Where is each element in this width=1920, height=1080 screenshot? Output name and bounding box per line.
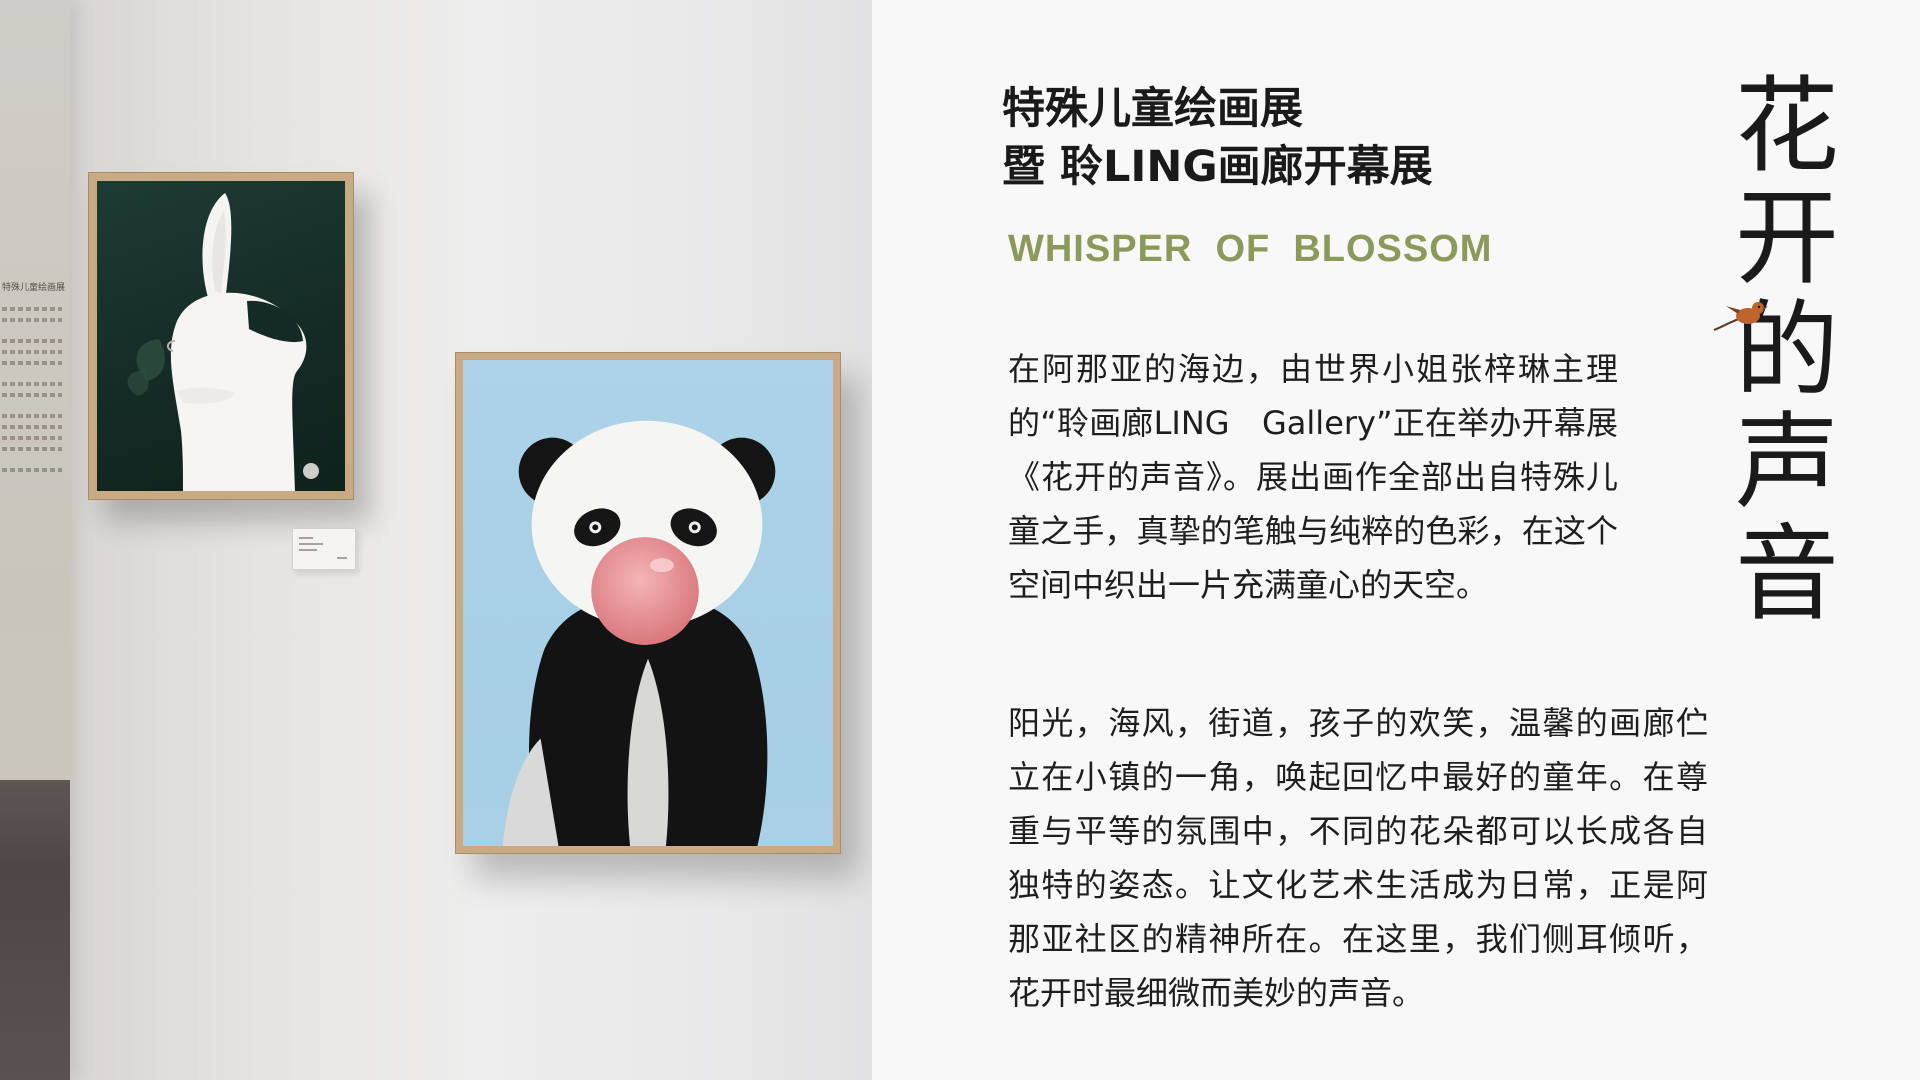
rabbit-painting bbox=[97, 181, 345, 491]
vertical-title-char: 音 bbox=[1734, 513, 1839, 635]
vertical-title-char: 花 bbox=[1734, 65, 1839, 187]
panda-painting-frame bbox=[455, 352, 841, 854]
panda-painting bbox=[463, 360, 833, 846]
bird-icon bbox=[1713, 302, 1768, 331]
wall-intro-text: 特殊儿童绘画展 bbox=[0, 280, 68, 472]
dark-baseboard bbox=[0, 780, 70, 1080]
vertical-title-char: 声 bbox=[1734, 401, 1839, 523]
intro-paragraph: 在阿那亚的海边，由世界小姐张梓琳主理的“聆画廊LING Gallery”正在举办… bbox=[1008, 350, 1618, 604]
rabbit-illustration bbox=[127, 193, 319, 491]
text-panel: 特殊儿童绘画展 暨 聆LING画廊开幕展 WHISPER OF BLOSSOM … bbox=[872, 0, 1920, 1080]
wall-intro-title: 特殊儿童绘画展 bbox=[2, 283, 66, 293]
exhibition-title: 特殊儿童绘画展 暨 聆LING画廊开幕展 bbox=[1002, 80, 1433, 196]
title-line-1: 特殊儿童绘画展 bbox=[1002, 84, 1303, 134]
title-line-2: 暨 聆LING画廊开幕展 bbox=[1002, 142, 1433, 192]
panda-illustration bbox=[502, 420, 776, 846]
vertical-title-char: 开 bbox=[1734, 177, 1839, 299]
english-subtitle: WHISPER OF BLOSSOM bbox=[1008, 228, 1493, 270]
vertical-title: 花 开 的 声 音 bbox=[1722, 70, 1852, 630]
artwork-label-card bbox=[292, 528, 356, 570]
exhibition-photo: 特殊儿童绘画展 bbox=[0, 0, 872, 1080]
body-paragraph: 阳光，海风，街道，孩子的欢笑，温馨的画廊伫立在小镇的一角，唤起回忆中最好的童年。… bbox=[1008, 704, 1708, 1012]
rabbit-painting-frame bbox=[88, 172, 354, 500]
